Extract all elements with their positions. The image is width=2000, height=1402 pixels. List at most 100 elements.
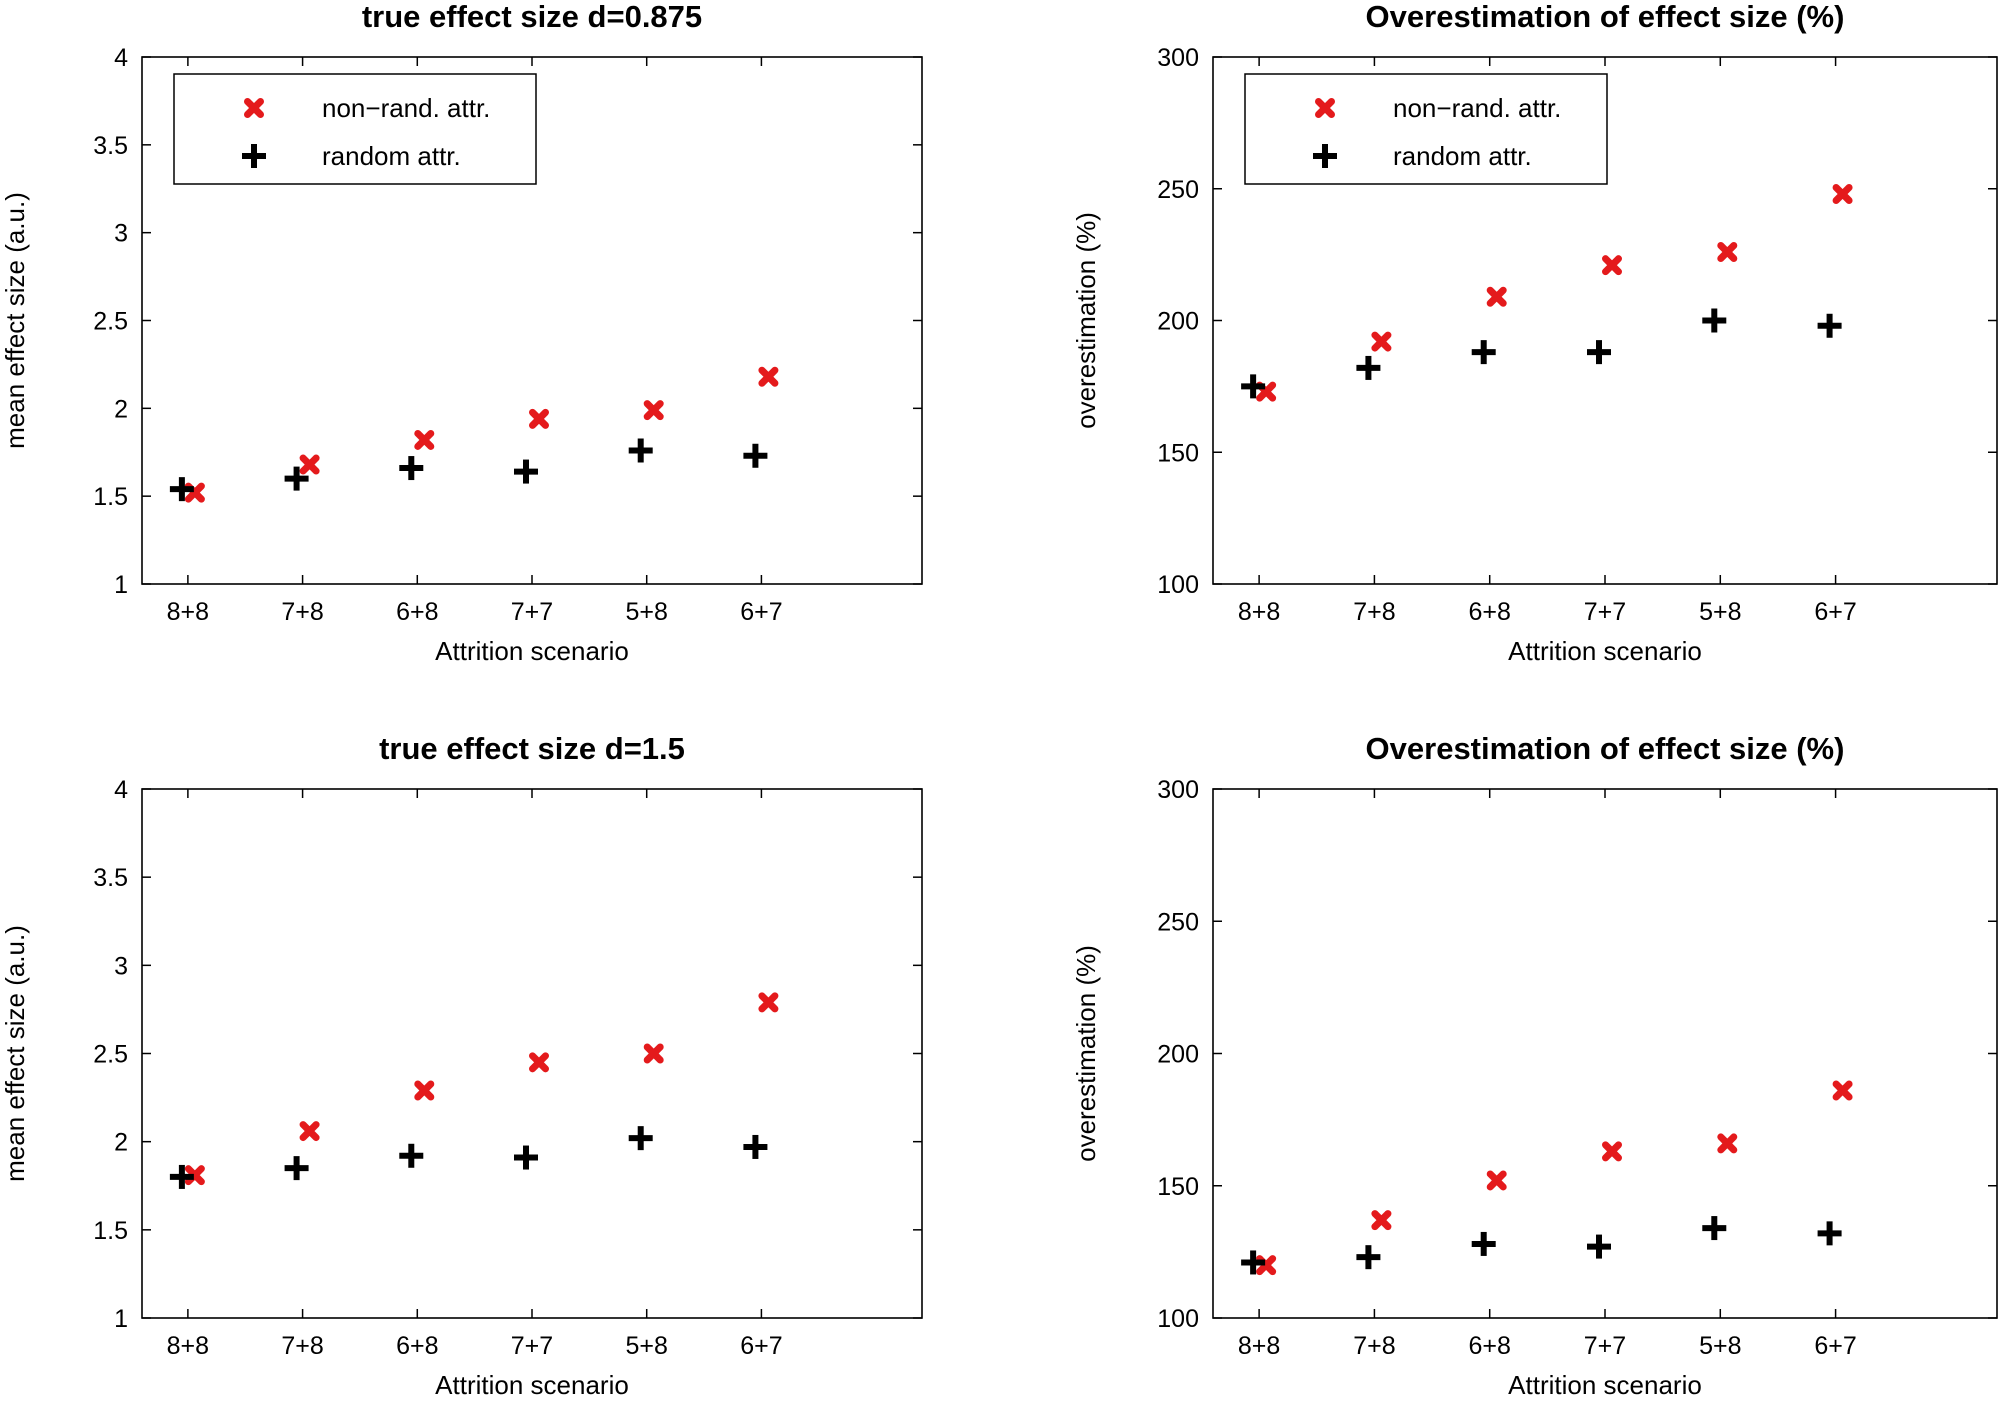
data-point-random	[1241, 374, 1266, 399]
data-point-nonrandom	[414, 429, 435, 450]
data-point-random	[1356, 355, 1381, 380]
y-tick-label: 150	[1157, 439, 1199, 467]
data-point-nonrandom	[1832, 184, 1853, 205]
data-point-nonrandom	[1602, 255, 1622, 276]
data-point-random	[399, 1143, 424, 1168]
x-tick-label: 7+7	[511, 598, 553, 626]
legend-box	[1244, 73, 1608, 185]
y-tick-label: 3	[114, 220, 128, 248]
x-tick-label: 6+7	[1814, 1332, 1856, 1360]
x-tick-label: 6+8	[396, 1332, 438, 1360]
x-tick-label: 6+7	[740, 1332, 782, 1360]
chart-panel-3: true effect size d=1.5 1 1.5 2 2.5 3 3.5 4 8+8 7+…	[0, 731, 923, 1400]
legend-marker-nonrandom	[244, 98, 264, 118]
x-tick-label: 6+7	[740, 598, 782, 626]
x-axis-label: Attrition scenario	[435, 636, 629, 666]
y-tick-label: 100	[1157, 1305, 1199, 1333]
data-point-random	[743, 1134, 768, 1159]
chart-title: true effect size d=0.875	[362, 0, 702, 34]
y-tick-label: 1	[114, 571, 128, 599]
x-tick-label: 5+8	[625, 1332, 667, 1360]
y-axis-label: mean effect size (a.u.)	[0, 925, 30, 1182]
data-point-nonrandom	[1371, 331, 1392, 352]
x-axis-label: Attrition scenario	[435, 1370, 629, 1397]
x-tick-label: 6+8	[1468, 598, 1510, 626]
x-tick-label: 7+8	[1353, 1332, 1395, 1360]
y-tick-label: 200	[1157, 1041, 1199, 1069]
data-point-random	[284, 1156, 309, 1181]
data-point-random	[399, 456, 424, 481]
y-tick-label: 1.5	[93, 483, 128, 511]
y-tick-label: 100	[1157, 571, 1199, 599]
x-axis-label: Attrition scenario	[1508, 1370, 1702, 1397]
chart-title: true effect size d=1.5	[379, 731, 685, 766]
x-axis-label: Attrition scenario	[1508, 636, 1702, 666]
y-tick-label: 2.5	[93, 308, 128, 336]
data-point-random	[1241, 1250, 1266, 1275]
data-point-random	[1471, 1231, 1496, 1256]
legend-label: random attr.	[322, 141, 461, 171]
legend-marker-random	[242, 144, 266, 168]
x-tick-label: 6+8	[1468, 1332, 1510, 1360]
y-tick-label: 150	[1157, 1173, 1199, 1201]
y-tick-label: 4	[114, 44, 128, 72]
legend-label: non−rand. attr.	[1393, 93, 1561, 123]
data-point-nonrandom	[758, 366, 779, 387]
y-tick-label: 2	[114, 1129, 128, 1157]
data-point-nonrandom	[1486, 286, 1507, 307]
chart-title: Overestimation of effect size (%)	[1366, 731, 1845, 766]
data-point-random	[514, 1145, 538, 1170]
data-point-random	[1587, 1234, 1611, 1259]
legend: non−rand. attr. random attr.	[1244, 73, 1608, 185]
y-tick-label: 300	[1157, 44, 1199, 72]
data-point-random	[1587, 340, 1611, 365]
x-tick-label: 7+8	[281, 1332, 323, 1360]
y-tick-label: 200	[1157, 308, 1199, 336]
data-point-nonrandom	[299, 454, 320, 475]
plot-area	[1212, 788, 1998, 1319]
x-tick-label: 6+8	[396, 598, 438, 626]
x-tick-label: 7+8	[1353, 598, 1395, 626]
x-tick-label: 6+7	[1814, 598, 1856, 626]
data-point-random	[1817, 313, 1842, 338]
y-tick-label: 3	[114, 952, 128, 980]
data-point-random	[1356, 1245, 1381, 1270]
data-point-nonrandom	[299, 1121, 320, 1142]
data-point-nonrandom	[529, 408, 549, 429]
y-tick-label: 250	[1157, 908, 1199, 936]
data-point-random	[628, 1126, 653, 1151]
y-tick-label: 3.5	[93, 132, 128, 160]
legend: non−rand. attr. random attr.	[173, 73, 537, 185]
data-point-random	[169, 1164, 194, 1189]
y-tick-label: 250	[1157, 176, 1199, 204]
chart-panel-2: Overestimation of effect size (%) 100 150 2…	[1071, 0, 1998, 666]
x-tick-label: 7+7	[511, 1332, 553, 1360]
data-point-nonrandom	[1371, 1210, 1392, 1231]
y-axis-label: overestimation (%)	[1071, 212, 1101, 429]
y-tick-label: 3.5	[93, 864, 128, 892]
data-point-nonrandom	[1486, 1170, 1507, 1191]
data-point-nonrandom	[1602, 1141, 1622, 1162]
x-tick-label: 8+8	[1238, 598, 1280, 626]
chart-title: Overestimation of effect size (%)	[1366, 0, 1845, 34]
y-tick-label: 4	[114, 776, 128, 804]
legend-marker-nonrandom	[1315, 98, 1335, 118]
data-point-random	[628, 438, 653, 463]
y-tick-label: 1	[114, 1305, 128, 1333]
x-tick-label: 8+8	[167, 1332, 209, 1360]
y-tick-label: 2	[114, 395, 128, 423]
y-tick-label: 300	[1157, 776, 1199, 804]
x-tick-label: 5+8	[1699, 598, 1741, 626]
x-tick-label: 7+7	[1584, 1332, 1626, 1360]
legend-marker-random	[1313, 144, 1337, 168]
legend-label: random attr.	[1393, 141, 1532, 171]
data-point-nonrandom	[1717, 241, 1738, 262]
data-point-random	[1702, 308, 1727, 333]
data-point-nonrandom	[643, 1043, 664, 1064]
data-point-nonrandom	[529, 1052, 549, 1073]
x-tick-label: 5+8	[1699, 1332, 1741, 1360]
y-tick-label: 1.5	[93, 1217, 128, 1245]
data-point-random	[284, 466, 309, 491]
